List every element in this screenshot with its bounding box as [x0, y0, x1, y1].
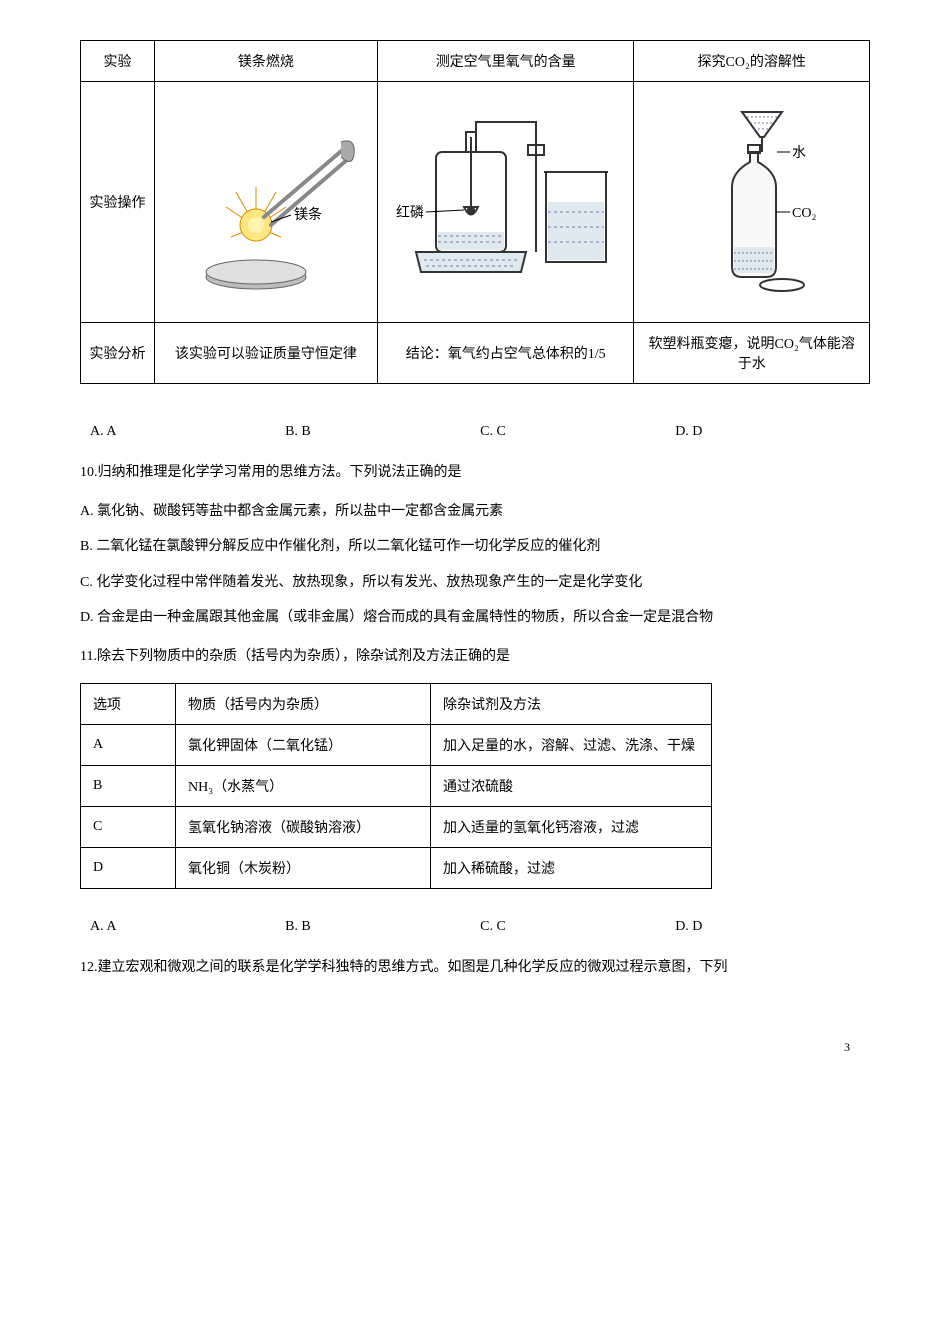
exp-colD-header: 探究CO₂的溶解性	[634, 41, 870, 82]
water-label: 水	[792, 145, 806, 161]
imp-D-c3: 加入稀硫酸，过滤	[431, 848, 712, 889]
imp-h3: 除杂试剂及方法	[431, 684, 712, 725]
imp-C-c3: 加入适量的氢氧化钙溶液，过滤	[431, 807, 712, 848]
co2-svg-icon: 水 CO₂	[672, 107, 832, 297]
diagram-co2-cell: 水 CO₂	[634, 82, 870, 323]
q11-options-row: A. A B. B C. C D. D	[80, 919, 870, 935]
imp-A-c3: 加入足量的水，溶解、过滤、洗涤、干燥	[431, 725, 712, 766]
imp-A-c2: 氯化钾固体（二氧化锰）	[176, 725, 431, 766]
diagram-magnesium-cell: 镁条	[154, 82, 377, 323]
exp-colD-analysis: 软塑料瓶变瘪，说明CO₂气体能溶于水	[634, 323, 870, 384]
q10-stem: 10.归纳和推理是化学学习常用的思维方法。下列说法正确的是	[80, 460, 870, 485]
magnesium-svg-icon: 镁条	[176, 107, 356, 297]
q11-option-c: C. C	[480, 919, 665, 935]
imp-B-c1: B	[81, 766, 176, 807]
q9-option-b: B. B	[285, 424, 470, 440]
q10-A: A. 氯化钠、碳酸钙等盐中都含金属元素，所以盐中一定都含金属元素	[80, 499, 870, 524]
q11-option-a: A. A	[90, 919, 275, 935]
imp-C-c2: 氢氧化钠溶液（碳酸钠溶液）	[176, 807, 431, 848]
table-row: A 氯化钾固体（二氧化锰） 加入足量的水，溶解、过滤、洗涤、干燥	[81, 725, 712, 766]
oxygen-svg-icon: 红磷	[396, 112, 616, 292]
impurity-table: 选项 物质（括号内为杂质） 除杂试剂及方法 A 氯化钾固体（二氧化锰） 加入足量…	[80, 683, 712, 889]
imp-B-c3: 通过浓硫酸	[431, 766, 712, 807]
q9-options-row: A. A B. B C. C D. D	[80, 424, 870, 440]
q9-option-a: A. A	[90, 424, 275, 440]
imp-D-c2: 氧化铜（木炭粉）	[176, 848, 431, 889]
q11-option-b: B. B	[285, 919, 470, 935]
q11-stem: 11.除去下列物质中的杂质（括号内为杂质），除杂试剂及方法正确的是	[80, 644, 870, 669]
q12-stem: 12.建立宏观和微观之间的联系是化学学科独特的思维方式。如图是几种化学反应的微观…	[80, 955, 870, 980]
exp-row3-label: 实验分析	[81, 323, 155, 384]
q9-option-d: D. D	[675, 424, 860, 440]
phos-label: 红磷	[396, 205, 424, 221]
exp-row1-label: 实验	[81, 41, 155, 82]
exp-colB-analysis: 该实验可以验证质量守恒定律	[154, 323, 377, 384]
imp-h1: 选项	[81, 684, 176, 725]
q9-option-c: C. C	[480, 424, 665, 440]
mg-label: 镁条	[294, 206, 322, 223]
imp-B-c2: NH₃（水蒸气）	[176, 766, 431, 807]
imp-C-c1: C	[81, 807, 176, 848]
imp-D-c1: D	[81, 848, 176, 889]
q11-option-d: D. D	[675, 919, 860, 935]
q10-B: B. 二氧化锰在氯酸钾分解反应中作催化剂，所以二氧化锰可作一切化学反应的催化剂	[80, 534, 870, 559]
imp-h2: 物质（括号内为杂质）	[176, 684, 431, 725]
exp-row2-label: 实验操作	[81, 82, 155, 323]
page-number: 3	[80, 1040, 870, 1055]
table-row: C 氢氧化钠溶液（碳酸钠溶液） 加入适量的氢氧化钙溶液，过滤	[81, 807, 712, 848]
diagram-oxygen-cell: 红磷	[377, 82, 634, 323]
oxygen-diagram: 红磷	[386, 102, 626, 302]
imp-A-c1: A	[81, 725, 176, 766]
q10-D: D. 合金是由一种金属跟其他金属（或非金属）熔合而成的具有金属特性的物质，所以合…	[80, 605, 870, 630]
co2-diagram: 水 CO₂	[642, 102, 861, 302]
table-row: B NH₃（水蒸气） 通过浓硫酸	[81, 766, 712, 807]
exp-colB-header: 镁条燃烧	[154, 41, 377, 82]
experiment-table: 实验 镁条燃烧 测定空气里氧气的含量 探究CO₂的溶解性 实验操作	[80, 40, 870, 384]
table-row: D 氧化铜（木炭粉） 加入稀硫酸，过滤	[81, 848, 712, 889]
magnesium-diagram: 镁条	[163, 102, 369, 302]
co2-label: CO₂	[792, 206, 816, 221]
exp-colC-header: 测定空气里氧气的含量	[377, 41, 634, 82]
exp-colC-analysis: 结论：氧气约占空气总体积的1/5	[377, 323, 634, 384]
q10-C: C. 化学变化过程中常伴随着发光、放热现象，所以有发光、放热现象产生的一定是化学…	[80, 570, 870, 595]
